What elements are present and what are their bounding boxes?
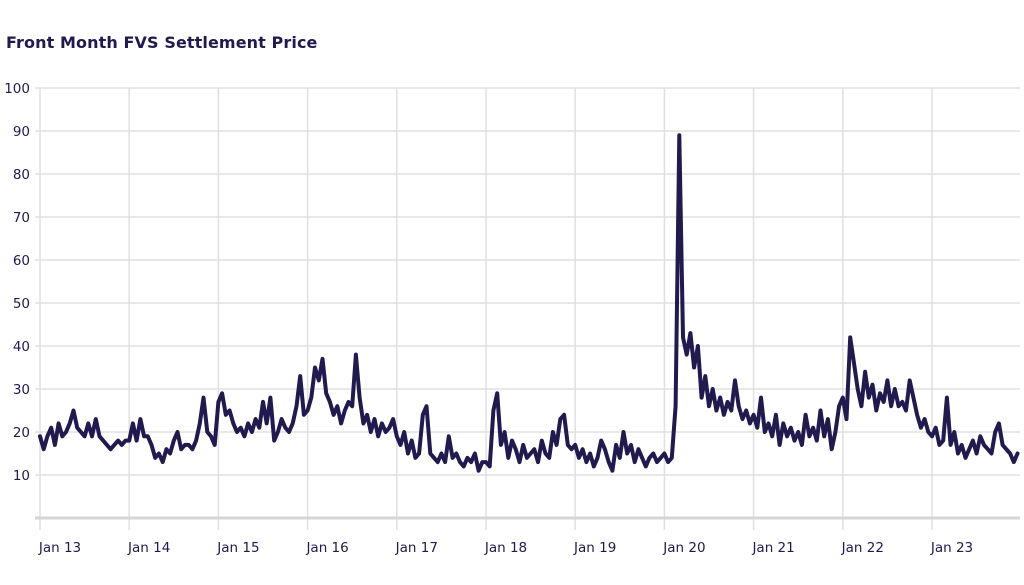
y-tick-label: 100 [4, 81, 30, 97]
x-tick-label: Jan 21 [751, 540, 794, 556]
y-axis: 10 20 30 40 50 60 70 80 90 100 [4, 81, 30, 484]
chart-title: Front Month FVS Settlement Price [6, 33, 318, 52]
series-line-fvs-settlement-price [38, 133, 1020, 473]
y-tick-label: 50 [13, 296, 30, 312]
gridlines [35, 87, 1020, 530]
y-tick-label: 80 [13, 167, 30, 183]
x-tick-label: Jan 13 [38, 540, 81, 556]
x-tick-label: Jan 19 [573, 540, 616, 556]
x-tick-label: Jan 14 [127, 540, 170, 556]
x-tick-label: Jan 16 [305, 540, 348, 556]
x-tick-label: Jan 20 [662, 540, 705, 556]
y-tick-label: 10 [13, 468, 30, 484]
y-tick-label: 20 [13, 425, 30, 441]
x-tick-label: Jan 17 [395, 540, 438, 556]
x-tick-label: Jan 22 [841, 540, 884, 556]
y-tick-label: 70 [13, 210, 30, 226]
x-tick-label: Jan 18 [484, 540, 527, 556]
x-axis: Jan 13 Jan 14 Jan 15 Jan 16 Jan 17 Jan 18 Jan … [35, 516, 1020, 556]
y-tick-label: 60 [13, 253, 30, 269]
y-tick-label: 30 [13, 382, 30, 398]
x-tick-label: Jan 15 [216, 540, 259, 556]
y-tick-label: 90 [13, 124, 30, 140]
x-tick-label: Jan 23 [930, 540, 973, 556]
y-tick-label: 40 [13, 339, 30, 355]
